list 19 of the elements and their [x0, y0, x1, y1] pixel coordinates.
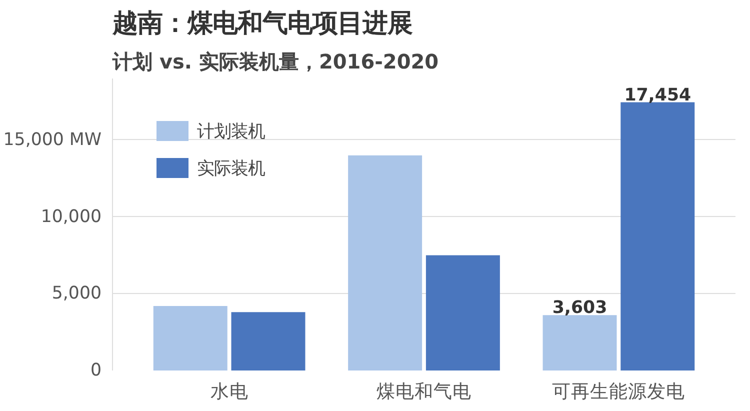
chart-title: 越南：煤电和气电项目进展: [112, 8, 412, 38]
bar: [542, 315, 617, 370]
data-label: 17,454: [624, 85, 692, 106]
bar: [426, 255, 500, 370]
y-tick-label: 10,000: [40, 206, 102, 227]
y-tick-label: 15,000 MW: [3, 130, 102, 150]
bar: [620, 102, 695, 370]
bar: [231, 312, 306, 370]
bar: [153, 306, 228, 370]
legend-label: 计划装机: [197, 120, 265, 142]
x-tick-label: 水电: [210, 382, 248, 402]
data-label: 3,603: [552, 298, 608, 318]
x-tick-label: 煤电和气电: [376, 382, 472, 402]
bar: [348, 155, 422, 370]
chart-subtitle: 计划 vs. 实际装机量，2016-2020: [112, 50, 439, 74]
y-tick-label: 0: [90, 360, 102, 380]
y-tick-label: 5,000: [52, 284, 102, 304]
legend-label: 实际装机: [197, 158, 265, 180]
x-tick-label: 可再生能源发电: [552, 382, 686, 402]
